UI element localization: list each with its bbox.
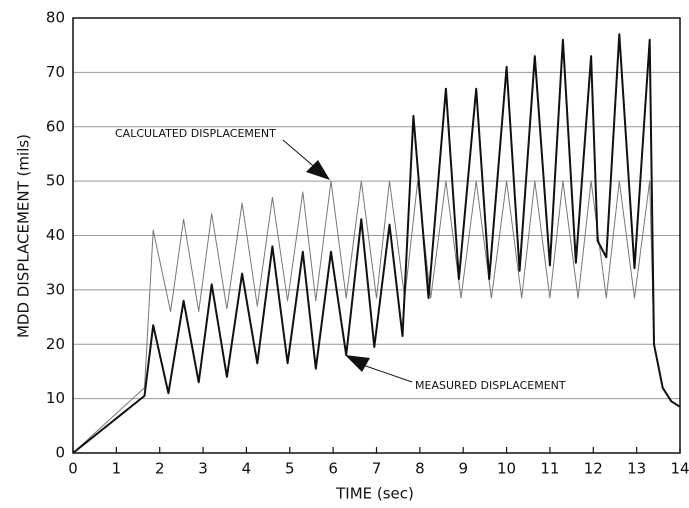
x-tick-label: 2 bbox=[155, 460, 165, 478]
y-tick-label: 50 bbox=[46, 172, 65, 190]
y-axis-label: MDD DISPLACEMENT (mils) bbox=[15, 134, 33, 338]
y-tick-label: 70 bbox=[46, 63, 65, 81]
y-tick-label: 0 bbox=[55, 444, 65, 462]
x-tick-label: 11 bbox=[540, 460, 559, 478]
series-line bbox=[72, 33, 681, 454]
arrow-head bbox=[306, 160, 330, 180]
x-tick-label: 4 bbox=[242, 460, 252, 478]
x-tick-label: 1 bbox=[112, 460, 122, 478]
annotation-arrow bbox=[359, 363, 413, 383]
y-tick-label: 20 bbox=[46, 335, 65, 353]
plot-frame bbox=[72, 17, 681, 454]
x-tick-label: 0 bbox=[68, 460, 78, 478]
y-tick-label: 40 bbox=[46, 226, 65, 244]
y-tick-label: 60 bbox=[46, 117, 65, 135]
x-tick-label: 3 bbox=[198, 460, 208, 478]
y-tick-label: 30 bbox=[46, 280, 65, 298]
x-tick-label: 10 bbox=[497, 460, 516, 478]
x-tick-label: 5 bbox=[285, 460, 295, 478]
y-tick-label: 80 bbox=[46, 9, 65, 27]
x-tick-label: 12 bbox=[584, 460, 603, 478]
annotation: CALCULATED DISPLACEMENT bbox=[115, 127, 276, 140]
x-tick-label: 13 bbox=[627, 460, 646, 478]
x-tick-label: 6 bbox=[328, 460, 338, 478]
y-tick-label: 10 bbox=[46, 389, 65, 407]
annotation: MEASURED DISPLACEMENT bbox=[415, 379, 566, 392]
x-tick-label: 7 bbox=[372, 460, 382, 478]
x-tick-label: 14 bbox=[670, 460, 689, 478]
x-tick-label: 8 bbox=[415, 460, 425, 478]
annotation-arrow bbox=[282, 139, 319, 171]
x-tick-label: 9 bbox=[458, 460, 468, 478]
series-line bbox=[72, 180, 681, 454]
x-axis-label: TIME (sec) bbox=[335, 485, 414, 503]
arrow-head bbox=[345, 355, 370, 372]
